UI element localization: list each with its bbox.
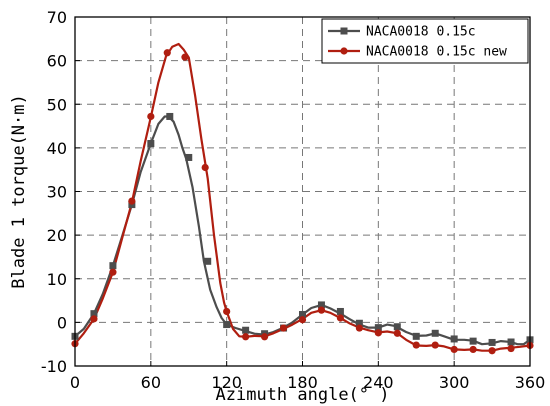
y-tick-label: -10 xyxy=(41,357,67,376)
series-1-point xyxy=(412,332,420,340)
series-1-point xyxy=(488,338,496,346)
x-tick-label: 360 xyxy=(515,373,546,392)
legend-marker-series-1 xyxy=(340,27,348,35)
series-2-point xyxy=(431,341,439,349)
series-1-point xyxy=(374,324,382,332)
series-markers xyxy=(71,49,534,355)
series-2-point xyxy=(223,307,231,316)
y-tick-label: 40 xyxy=(47,139,67,158)
x-tick-label: 300 xyxy=(439,373,470,392)
series-2-point xyxy=(374,329,382,337)
series-2-point xyxy=(355,324,363,332)
series-1-point xyxy=(507,338,515,346)
series-2-point xyxy=(128,197,136,205)
y-tick-label: 0 xyxy=(57,313,67,332)
series-2-point xyxy=(181,53,189,61)
series-1-point xyxy=(166,112,174,120)
series-1-point xyxy=(317,301,325,309)
y-tick-label: 10 xyxy=(47,270,67,289)
series-1-point xyxy=(185,153,193,161)
series-2-point xyxy=(450,345,458,354)
x-tick-label: 120 xyxy=(211,373,242,392)
y-tick-label: 20 xyxy=(47,226,67,245)
series-1-point xyxy=(242,326,250,334)
series-1-point xyxy=(336,307,344,315)
legend-box xyxy=(321,18,529,64)
series-2-point xyxy=(488,347,496,355)
x-tick-label: 0 xyxy=(70,373,80,392)
y-axis-title: Blade 1 torque(N·m) xyxy=(9,94,29,288)
series-2-point xyxy=(279,324,288,332)
series-1-point xyxy=(147,140,155,148)
legend-label-series-2: NACA0018 0.15c new xyxy=(366,45,507,60)
x-tick-label: 180 xyxy=(287,373,318,392)
y-tick-label: 50 xyxy=(47,95,67,114)
y-tick-label: 70 xyxy=(47,8,67,27)
series-1-point xyxy=(204,257,212,265)
series-2-point xyxy=(469,345,477,354)
series-1-point xyxy=(109,262,117,270)
series-2-point xyxy=(336,314,345,322)
series-2-point xyxy=(317,306,326,314)
series-2-point xyxy=(298,316,307,324)
series-2-point xyxy=(90,315,98,323)
series-1-point xyxy=(299,311,306,319)
x-axis-title: Azimuth angle(° ) xyxy=(216,385,390,405)
x-tick-label: 60 xyxy=(141,373,161,392)
series-1-point xyxy=(223,321,231,329)
series-1-point xyxy=(431,329,439,337)
series-1-point xyxy=(355,319,363,327)
series-2-point xyxy=(109,268,117,276)
series-2-point xyxy=(507,344,515,353)
series-2-point xyxy=(393,329,401,337)
series-2-point xyxy=(242,333,250,341)
legend-label-series-1: NACA0018 0.15c xyxy=(366,25,476,40)
y-tick-label: 60 xyxy=(47,52,67,71)
series-2-point xyxy=(147,112,155,121)
series-2-point xyxy=(201,163,209,172)
series-2-point xyxy=(260,333,269,341)
series-2-point xyxy=(163,49,171,57)
series-1-point xyxy=(90,310,98,318)
series-1-point xyxy=(469,337,477,345)
series-2-point xyxy=(412,341,420,349)
legend: NACA0018 0.15c NACA0018 0.15c new xyxy=(321,18,529,64)
legend-marker-series-2 xyxy=(340,47,348,55)
series-1-point xyxy=(393,323,401,331)
series-line-2 xyxy=(74,42,531,352)
y-tick-label: 30 xyxy=(47,183,67,202)
series-1-point xyxy=(450,335,458,343)
x-tick-label: 240 xyxy=(363,373,394,392)
